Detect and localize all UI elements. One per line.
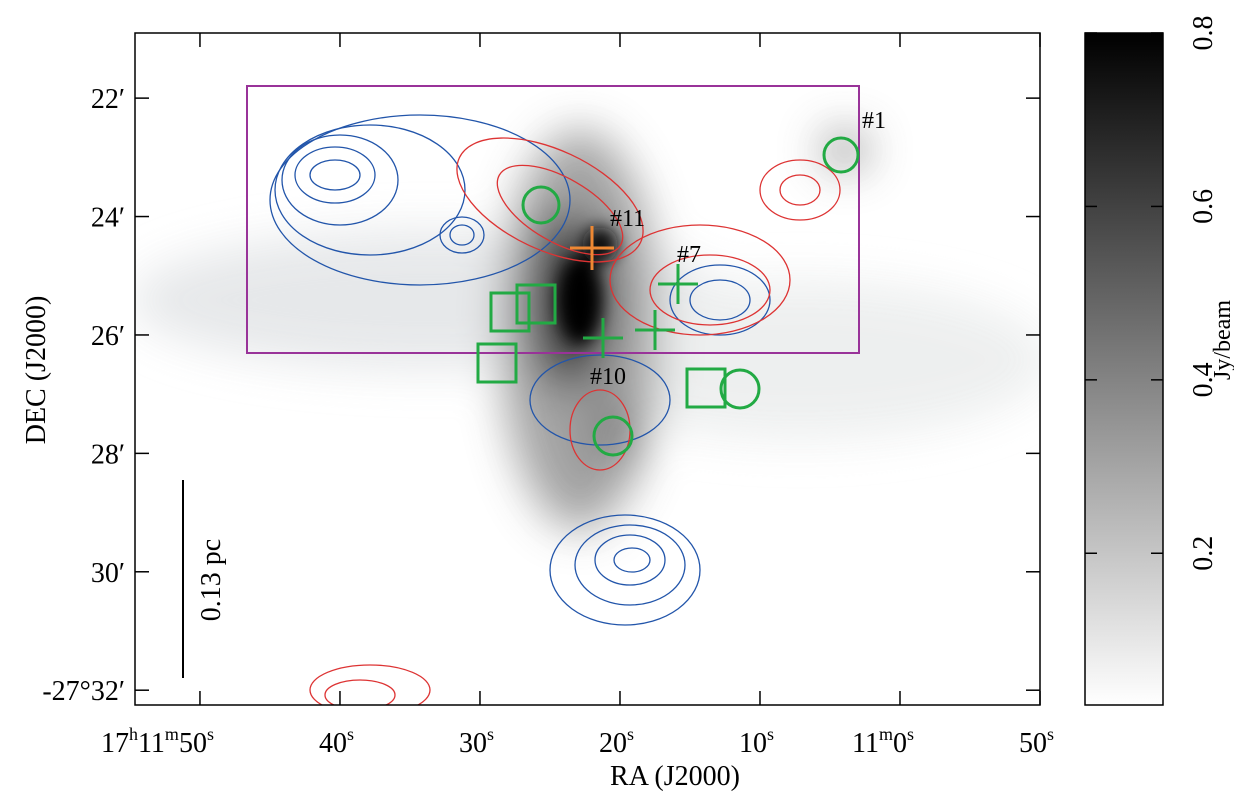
region-box [246, 85, 860, 354]
x-tick-label: 30s [459, 724, 494, 759]
x-tick-label-part: 10 [739, 728, 767, 759]
markers [476, 136, 860, 457]
y-tick-label: 26′ [91, 321, 125, 352]
image [135, 33, 1040, 705]
y-tick-label: 28′ [91, 439, 125, 470]
x-tick-label-part: m [165, 724, 179, 744]
annotation: #10 [590, 364, 626, 390]
y-tick-label: -27°32′ [42, 676, 125, 707]
y-tick-label: 22′ [91, 84, 125, 115]
x-tick-label-part: 50 [179, 728, 207, 759]
x-tick-label-part: 17 [101, 728, 129, 759]
x-tick-label-part: s [347, 724, 354, 744]
x-tick-label-part: 50 [1019, 728, 1047, 759]
x-tick-label-part: h [129, 724, 138, 744]
x-tick-label-part: s [907, 724, 914, 744]
x-tick-label-part: s [627, 724, 634, 744]
colorbar-tick-label: 0.6 [1188, 189, 1219, 224]
x-tick-label-part: 20 [599, 728, 627, 759]
colorbar-tick-label: 0.8 [1188, 16, 1219, 51]
x-tick-label-part: 11 [852, 728, 879, 759]
x-tick-label-part: s [1047, 724, 1054, 744]
y-axis-label: DEC (J2000) [21, 296, 52, 445]
x-tick-label: 20s [599, 724, 634, 759]
x-tick-label: 17h11m50s [101, 724, 214, 759]
x-tick-label-part: s [207, 724, 214, 744]
x-tick-label-part: m [879, 724, 893, 744]
colorbar-tick-label: 0.2 [1188, 536, 1219, 571]
x-axis-label: RA (J2000) [610, 761, 740, 792]
x-tick-label: 11m0s [852, 724, 914, 759]
x-tick-label-part: s [767, 724, 774, 744]
cross [570, 226, 614, 270]
x-tick-label-part: 0 [893, 728, 907, 759]
x-tick-label-part: 11 [138, 728, 165, 759]
colorbar [1084, 32, 1164, 706]
colorbar-label: Jy/beam [1210, 300, 1234, 380]
annotation: #1 [862, 108, 886, 134]
frame [134, 32, 1041, 706]
scale-label: 0.13 pc [196, 539, 227, 621]
x-tick-label-part: 30 [459, 728, 487, 759]
annotation: #11 [610, 206, 645, 232]
annotation: #7 [677, 242, 701, 268]
colorbar-tick-label: 0.4 [1188, 362, 1219, 397]
y-tick-label: 24′ [91, 203, 125, 234]
x-tick-label-part: s [487, 724, 494, 744]
x-tick-label: 50s [1019, 724, 1054, 759]
y-tick-label: 30′ [91, 558, 125, 589]
x-tick-label: 10s [739, 724, 774, 759]
x-tick-label: 40s [319, 724, 354, 759]
x-tick-label-part: 40 [319, 728, 347, 759]
